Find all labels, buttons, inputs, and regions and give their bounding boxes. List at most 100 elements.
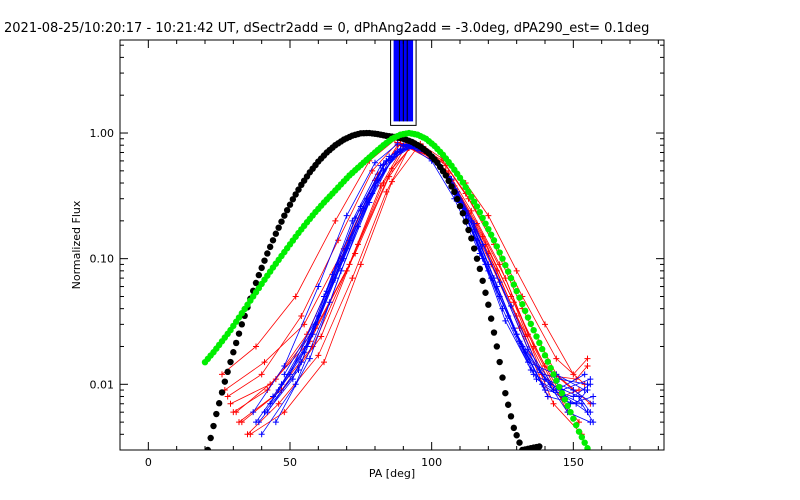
data-series-group — [201, 129, 597, 450]
black-model-point — [232, 339, 240, 347]
black-model-point — [487, 315, 495, 322]
blue-curve-1-line — [261, 146, 594, 435]
red-curve-3-marker — [502, 275, 509, 282]
red-curve-3-line — [224, 143, 569, 413]
green-model-point — [541, 352, 549, 359]
red-curve-1-marker — [298, 312, 305, 319]
y-axis-label: Normalized Flux — [70, 200, 83, 289]
green-model-point — [558, 389, 566, 397]
black-model-point — [507, 413, 515, 420]
blue-curve-4-marker — [590, 400, 597, 407]
x-axis-label: PA [deg] — [369, 467, 415, 480]
x-tick-label: 0 — [145, 456, 152, 469]
black-model-point — [281, 212, 288, 219]
black-model-point — [510, 424, 518, 432]
green-model-point — [513, 287, 520, 295]
green-model-point — [459, 179, 467, 186]
red-curve-5-marker — [227, 400, 234, 407]
y-tick-label: 0.10 — [90, 253, 115, 266]
blue-curve-8-line — [258, 144, 585, 423]
red-curve-9-marker — [389, 178, 395, 185]
black-model-point — [485, 301, 492, 308]
black-model-point — [470, 245, 478, 252]
green-model-point — [504, 268, 512, 275]
red-curve-0-marker — [332, 217, 339, 224]
black-model-point — [283, 206, 291, 214]
black-model-point — [261, 257, 268, 264]
green-model-point — [544, 358, 552, 365]
blue-curve-7-marker — [275, 387, 282, 394]
black-model-point — [278, 218, 285, 225]
red-curve-9-marker — [357, 261, 364, 268]
red-curve-0-line — [221, 139, 588, 376]
blue-curve-7-marker — [590, 393, 597, 400]
green-model-point — [572, 421, 580, 429]
red-curve-9-marker — [321, 359, 327, 366]
black-model-point — [496, 358, 503, 366]
chart-title: 2021-08-25/10:20:17 - 10:21:42 UT, dSect… — [4, 21, 649, 36]
red-curve-7-marker — [233, 409, 240, 416]
black-model-point — [459, 210, 467, 217]
green-model-point — [533, 333, 540, 340]
red-curve-3-marker — [261, 359, 268, 366]
green-model-point — [485, 225, 492, 233]
green-model-point — [538, 345, 546, 353]
blue-curve-4-marker — [315, 283, 322, 290]
red-curve-8-marker — [238, 419, 245, 426]
black-model-point — [482, 289, 489, 296]
blue-curve-9-marker — [261, 409, 268, 416]
blue-curve-11-marker — [584, 387, 591, 394]
black-model-point — [445, 177, 452, 185]
blue-curve-9-marker — [295, 366, 302, 373]
blue-curve-11-marker — [488, 275, 495, 282]
blue-curve-9-marker — [357, 207, 364, 214]
black-model-point — [536, 443, 543, 450]
green-model-point — [462, 183, 469, 191]
red-curve-9-marker — [550, 400, 557, 407]
red-curve-0-marker — [485, 212, 492, 219]
blue-curve-9-marker — [479, 241, 486, 248]
black-model-point — [465, 226, 472, 234]
black-model-point — [468, 235, 475, 242]
black-model-point — [224, 368, 231, 376]
blue-curve-11-marker — [544, 393, 551, 400]
green-model-point — [468, 193, 475, 200]
red-curve-0-marker — [513, 267, 520, 274]
green-model-point — [567, 408, 574, 416]
blue-curve-6-marker — [267, 400, 274, 407]
black-model-point — [252, 279, 260, 287]
black-model-point — [476, 265, 484, 273]
red-curve-4-marker — [377, 182, 384, 189]
black-model-point — [504, 401, 512, 408]
black-model-point — [266, 243, 274, 251]
red-curve-0-marker — [584, 355, 591, 362]
black-model-point — [479, 277, 486, 284]
red-curve-8-marker — [553, 355, 560, 362]
red-curve-0-marker — [219, 371, 225, 378]
x-tick-label: 150 — [563, 456, 584, 469]
black-model-point — [513, 432, 520, 439]
black-model-point — [264, 250, 271, 257]
red-curve-2-marker — [264, 387, 271, 394]
green-model-point — [547, 364, 554, 372]
black-model-point — [269, 237, 277, 244]
green-model-point — [510, 281, 518, 288]
green-model-point — [521, 307, 529, 315]
black-model-point — [204, 446, 212, 450]
blue-curve-4-marker — [372, 159, 378, 166]
blue-curve-8-marker — [581, 371, 588, 378]
green-model-point — [555, 383, 563, 391]
black-model-point — [227, 358, 234, 366]
black-model-point — [230, 349, 237, 356]
red-curve-6-marker — [315, 352, 322, 359]
black-model-point — [215, 400, 223, 407]
blue-curve-11-marker — [315, 312, 322, 319]
blue-curve-11-marker — [573, 400, 580, 407]
blue-curve-10-marker — [570, 393, 577, 400]
green-model-point — [561, 396, 569, 403]
black-model-point — [258, 264, 265, 272]
red-curve-9-marker — [281, 409, 288, 416]
blue-curve-5-marker — [306, 355, 313, 362]
blue-curve-8-marker — [352, 215, 359, 222]
green-model-point — [578, 433, 586, 441]
